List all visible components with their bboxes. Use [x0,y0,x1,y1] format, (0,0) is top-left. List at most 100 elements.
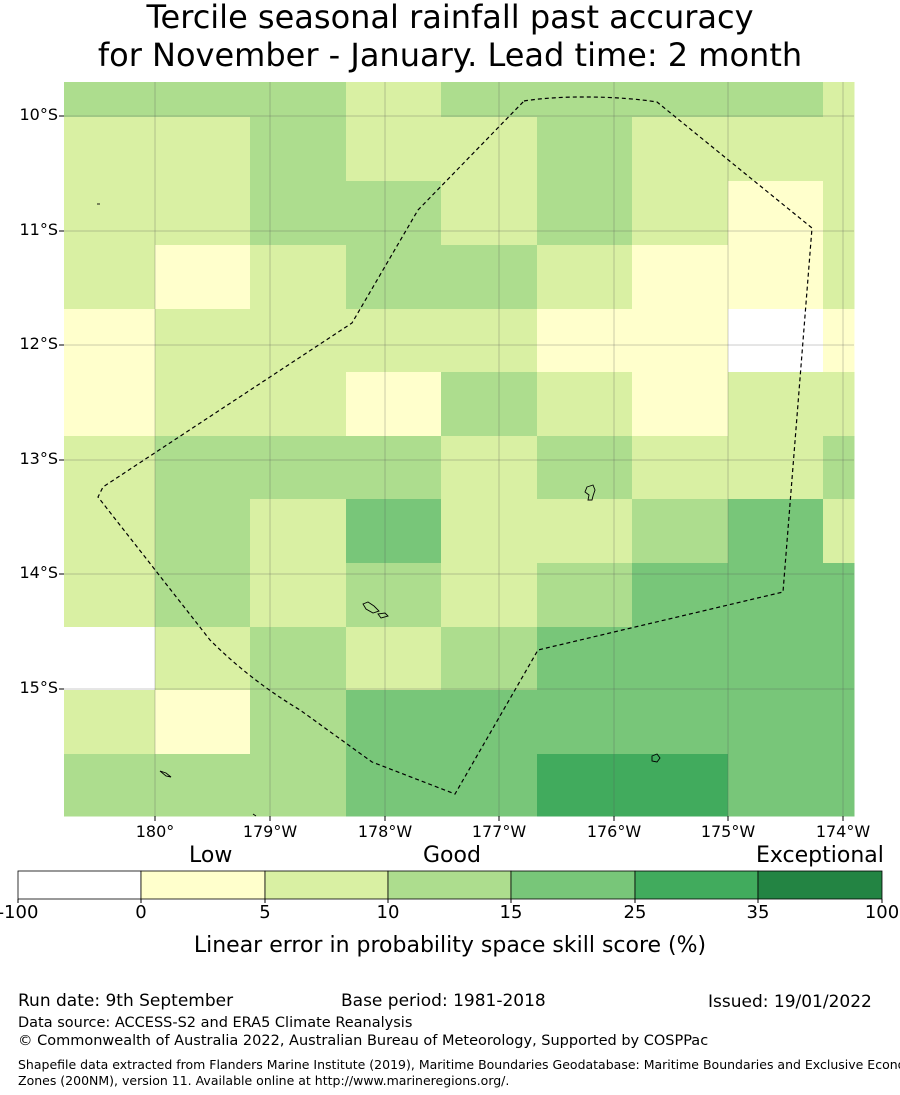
skill-grid-cell [441,372,538,437]
skill-grid-cell [441,245,538,310]
skill-grid-cell [64,245,156,310]
colorbar-segment [387,870,512,900]
shapefile-credit-line-1: Shapefile data extracted from Flanders M… [18,1057,900,1072]
lon-label: 175°W [700,822,756,841]
lat-label: 15°S [19,678,58,697]
skill-grid-cell [823,436,855,500]
lon-label: 177°W [471,822,527,841]
island-outline [362,601,380,614]
skill-grid-cell [250,627,347,691]
copyright-notice: © Commonwealth of Australia 2022, Austra… [18,1033,709,1049]
skill-grid-cell [155,754,251,817]
skill-grid-cell [250,499,347,564]
lon-label: 178°W [357,822,413,841]
lat-label: 14°S [19,563,58,582]
skill-grid-cell [250,754,347,817]
skill-grid-cell [728,309,824,373]
island-outline [584,484,596,501]
colorbar-tick: -100 [0,902,39,923]
skill-grid-cell [64,754,156,817]
skill-grid-cell [64,372,156,437]
skill-grid-cell [346,563,442,628]
lon-label: 180° [135,822,175,841]
skill-grid-cell [155,372,251,437]
skill-grid-cell [441,309,538,373]
skill-grid-cell [250,117,347,182]
skill-grid-cell [441,117,538,182]
skill-grid-cell [64,436,156,500]
colorbar-category-low: Low [189,843,233,868]
skill-grid-cell [441,436,538,500]
skill-grid-cell [250,181,347,246]
skill-grid-cell [155,82,251,118]
skill-grid-cell [537,181,633,246]
colorbar-segment [757,870,883,900]
skill-grid-cell [346,82,442,118]
skill-grid-cell [823,754,855,817]
skill-grid-cell [728,245,824,310]
map-features [97,96,813,817]
skill-grid-cell [346,499,442,564]
skill-grid-cell [728,117,824,182]
colorbar-tick: 100 [864,902,900,923]
chart-title-line-2: for November - January. Lead time: 2 mon… [97,36,803,74]
skill-grid-cell [346,245,442,310]
issued-date: Issued: 19/01/2022 [708,992,872,1012]
shapefile-credit-line-2: Zones (200NM), version 11. Available onl… [18,1073,510,1088]
skill-grid-cell [346,117,442,182]
skill-grid-cell [728,754,824,817]
skill-grid-cell [823,309,855,373]
skill-grid-cell [632,754,729,817]
skill-grid-cell [250,436,347,500]
colorbar-title: Linear error in probability space skill … [193,933,707,958]
skill-grid-cell [250,245,347,310]
island-outline [252,813,257,817]
skill-grid-cell [155,309,251,373]
skill-grid-cell [346,309,442,373]
skill-grid-cell [537,436,633,500]
skill-grid-cell [632,309,729,373]
skill-grid-cell [441,690,538,755]
skill-grid-cell [64,499,156,564]
skill-grid-cell [823,627,855,691]
colorbar-tick: 15 [499,902,523,923]
lon-label: 174°W [815,822,871,841]
skill-grid-cell [728,181,824,246]
colorbar-category-exceptional: Exceptional [756,843,884,868]
colorbar-segment [510,870,636,900]
skill-grid-cell [823,563,855,628]
skill-grid-cell [250,690,347,755]
lon-label: 179°W [242,822,298,841]
colorbar-tick: 0 [135,902,147,923]
skill-grid-cell [346,627,442,691]
skill-grid-cell [346,436,442,500]
lon-label: 176°W [586,822,642,841]
skill-grid-cell [537,309,633,373]
skill-grid-cell [537,563,633,628]
data-source: Data source: ACCESS-S2 and ERA5 Climate … [18,1015,413,1031]
skill-grid-cell [537,690,633,755]
skill-grid-cell [632,82,729,118]
skill-grid-cell [64,82,156,118]
skill-grid-cell [632,436,729,500]
skill-grid-cell [250,563,347,628]
skill-grid-cell [155,117,251,182]
skill-grid-cells [64,82,855,817]
skill-grid-cell [728,499,824,564]
skill-grid-cell [346,754,442,817]
skill-grid-cell [823,245,855,310]
colorbar-tick: 10 [376,902,400,923]
colorbar-segment [140,870,266,900]
skill-grid-cell [441,82,538,118]
skill-grid-cell [441,499,538,564]
colorbar-tick: 5 [259,902,271,923]
lat-label: 10°S [19,105,58,124]
skill-grid-cell [728,627,824,691]
skill-grid-cell [632,627,729,691]
island-outline [651,753,661,763]
colorbar [17,870,883,903]
colorbar-segment [17,870,142,900]
skill-grid-cell [64,309,156,373]
skill-grid-cell [537,82,633,118]
skill-grid-cell [537,372,633,437]
